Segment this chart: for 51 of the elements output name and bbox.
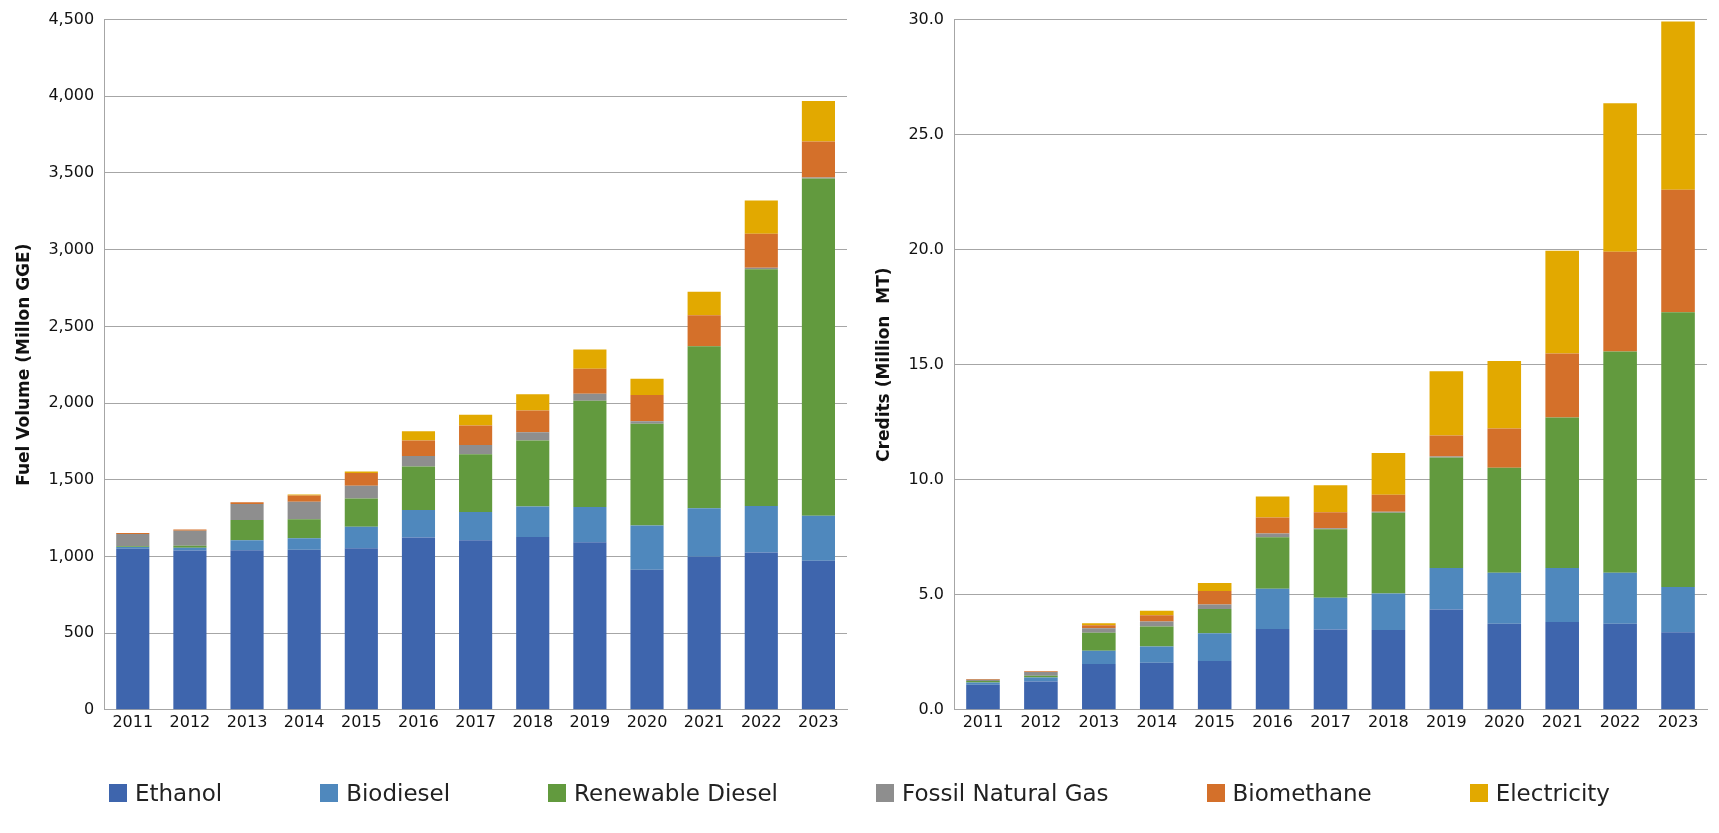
x-tick-label: 2011 [962, 711, 1003, 731]
x-tick-label: 2012 [169, 711, 211, 731]
y-tick-label: 0.0 [918, 698, 944, 718]
legend-label: Fossil Natural Gas [901, 780, 1109, 806]
x-tick-label: 2014 [283, 711, 325, 731]
x-tick-label: 2012 [1020, 711, 1061, 731]
x-tick-label: 2022 [1599, 711, 1640, 731]
y-axis-title: Credits (Million MT) [872, 267, 893, 462]
y-tick-label: 3,500 [48, 162, 95, 182]
x-tick-label: 2016 [398, 711, 439, 731]
y-tick-label: 20.0 [907, 238, 944, 258]
x-tick-label: 2016 [1251, 711, 1293, 731]
x-tick-label: 2023 [1657, 711, 1698, 731]
y-tick-label: 2,500 [48, 315, 95, 335]
y-tick-label: 0 [84, 698, 95, 718]
legend-label: Electricity [1495, 780, 1610, 806]
y-tick-label: 2,000 [48, 392, 95, 412]
y-tick-label: 4,000 [48, 85, 95, 105]
y-axis-title: Fuel Volume (Millon GGE) [12, 243, 33, 486]
y-tick-label: 1,000 [48, 545, 95, 565]
x-tick-label: 2017 [1309, 711, 1351, 731]
x-tick-label: 2021 [683, 711, 725, 731]
legend-label: Renewable Diesel [574, 780, 779, 806]
x-tick-label: 2013 [1077, 711, 1119, 731]
x-tick-label: 2022 [740, 711, 782, 731]
x-tick-label: 2019 [1425, 711, 1467, 731]
x-tick-label: 2020 [1483, 711, 1525, 731]
y-tick-label: 4,500 [48, 8, 95, 28]
y-tick-label: 5.0 [918, 583, 944, 603]
x-tick-label: 2015 [340, 711, 382, 731]
x-tick-label: 2017 [455, 711, 496, 731]
x-tick-label: 2020 [626, 711, 668, 731]
y-tick-label: 10.0 [907, 468, 944, 488]
x-tick-label: 2011 [112, 711, 154, 731]
legend-label: Ethanol [134, 780, 223, 806]
y-tick-label: 30.0 [907, 8, 944, 28]
x-tick-label: 2013 [226, 711, 268, 731]
x-tick-label: 2021 [1541, 711, 1583, 731]
x-tick-label: 2019 [569, 711, 611, 731]
y-tick-label: 500 [63, 622, 95, 642]
y-tick-label: 25.0 [907, 123, 944, 143]
legend-label: Biomethane [1232, 780, 1372, 806]
x-tick-label: 2014 [1135, 711, 1177, 731]
x-tick-label: 2015 [1193, 711, 1235, 731]
y-tick-label: 15.0 [907, 353, 944, 373]
y-tick-label: 3,000 [48, 238, 95, 258]
x-tick-label: 2018 [1367, 711, 1409, 731]
y-tick-label: 1,500 [48, 468, 95, 488]
x-tick-label: 2023 [798, 711, 839, 731]
legend-label: Biodiesel [346, 780, 451, 806]
x-tick-label: 2018 [512, 711, 554, 731]
